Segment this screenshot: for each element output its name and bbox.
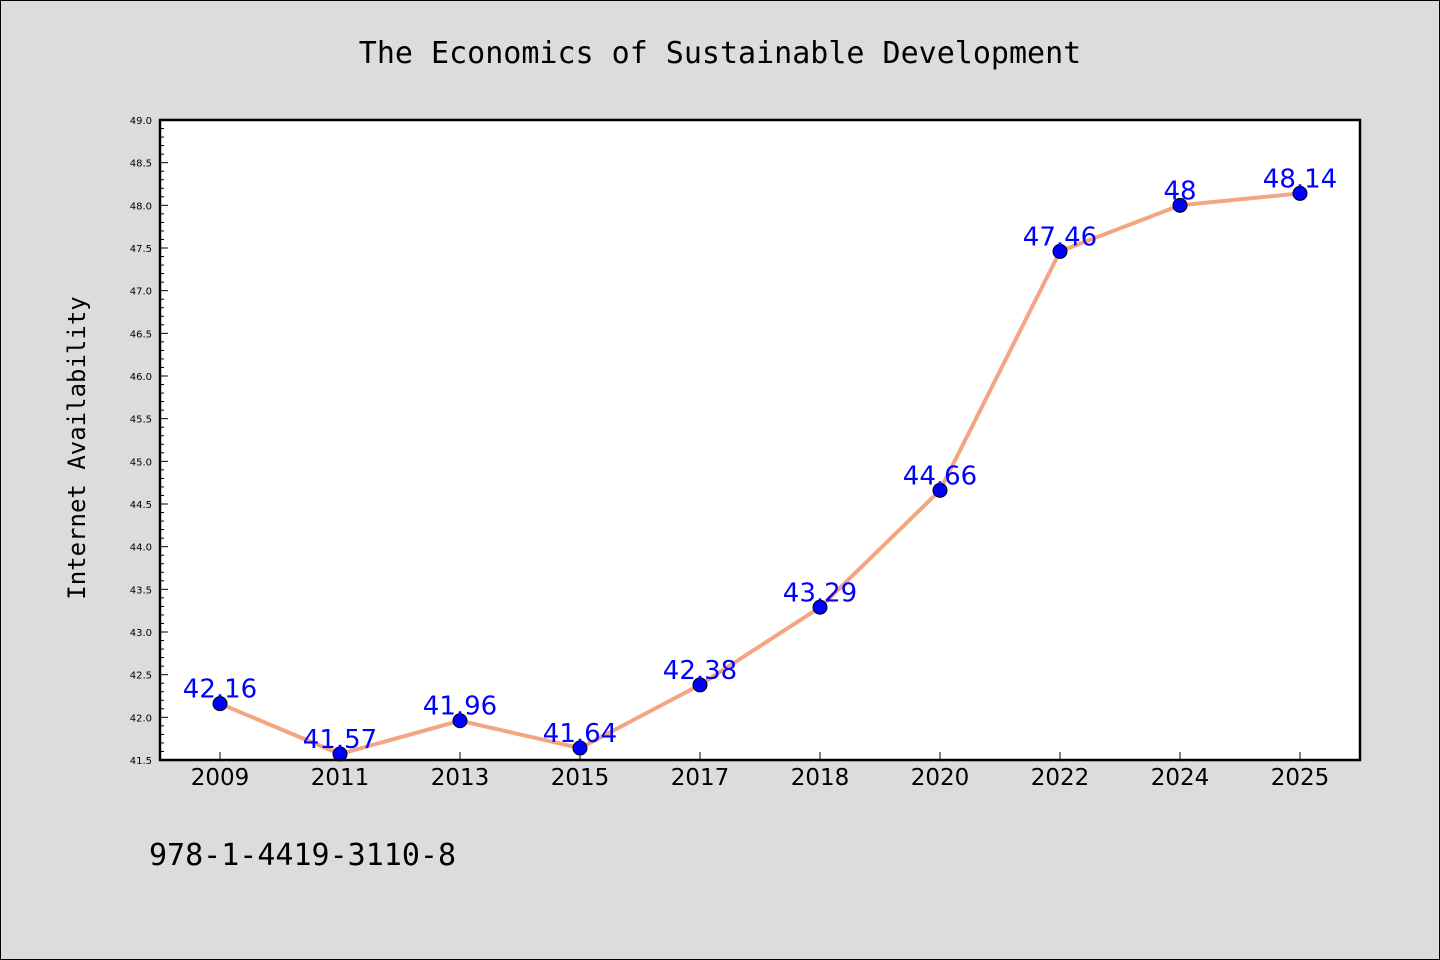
y-tick-label: 41.5 [130, 756, 152, 767]
x-tick-label: 2025 [1271, 765, 1330, 791]
data-label: 47.46 [1023, 222, 1097, 252]
y-tick-label: 44.5 [130, 500, 152, 511]
data-label: 43.29 [783, 578, 857, 608]
footer-isbn: 978-1-4419-3110-8 [149, 838, 456, 873]
y-axis-label: Internet Availability [63, 296, 91, 599]
x-tick-label: 2017 [671, 765, 730, 791]
data-label: 42.16 [183, 675, 257, 705]
y-tick-label: 46.0 [130, 372, 152, 383]
x-tick-label: 2020 [911, 765, 970, 791]
y-tick-label: 43.0 [130, 628, 152, 639]
y-tick-label: 47.0 [130, 287, 152, 298]
x-tick-label: 2013 [431, 765, 490, 791]
data-labels: 42.16 41.57 41.96 41.64 42.38 43.29 44.66 47.46… [183, 164, 1337, 755]
data-label: 42.38 [663, 656, 737, 686]
x-tick-label: 2011 [311, 765, 370, 791]
plot-area [160, 120, 1360, 760]
y-tick-label: 48.5 [130, 159, 152, 170]
data-label: 41.57 [303, 725, 377, 755]
y-tick-label: 43.5 [130, 585, 152, 596]
y-axis-ticks: 41.5 42.0 42.5 43.0 43.5 44.0 44.5 45.0 45.5 46.0… [130, 116, 168, 767]
y-tick-label: 42.5 [130, 671, 152, 682]
y-tick-label: 48.0 [130, 201, 152, 212]
data-label: 41.96 [423, 692, 497, 722]
data-point [572, 740, 588, 756]
y-tick-label: 49.0 [130, 116, 152, 127]
plot-frame [158, 118, 1362, 762]
x-tick-label: 2024 [1151, 765, 1210, 791]
data-point [1052, 243, 1068, 259]
data-label: 48 [1163, 176, 1196, 206]
y-tick-label: 47.5 [130, 244, 152, 255]
series-line [218, 191, 1302, 756]
data-point [1292, 185, 1308, 201]
data-markers [212, 185, 1308, 762]
x-axis-ticks: 2009 2011 2013 2015 2017 2018 2020 2022 2024 2025 [191, 752, 1330, 791]
data-point [692, 677, 708, 693]
data-label: 48.14 [1263, 164, 1337, 194]
data-label: 44.66 [903, 461, 977, 491]
x-tick-label: 2018 [791, 765, 850, 791]
y-tick-label: 46.5 [130, 329, 152, 340]
data-point [212, 696, 228, 712]
x-tick-label: 2022 [1031, 765, 1090, 791]
data-point [1172, 197, 1188, 213]
data-label: 41.64 [543, 719, 617, 749]
data-point [812, 599, 828, 615]
y-tick-label: 45.5 [130, 415, 152, 426]
x-tick-label: 2009 [191, 765, 250, 791]
chart-title: The Economics of Sustainable Development [359, 36, 1081, 71]
data-point [452, 713, 468, 729]
y-tick-label: 42.0 [130, 713, 152, 724]
y-tick-label: 44.0 [130, 543, 152, 554]
x-tick-label: 2015 [551, 765, 610, 791]
data-point [932, 482, 948, 498]
y-tick-label: 45.0 [130, 457, 152, 468]
